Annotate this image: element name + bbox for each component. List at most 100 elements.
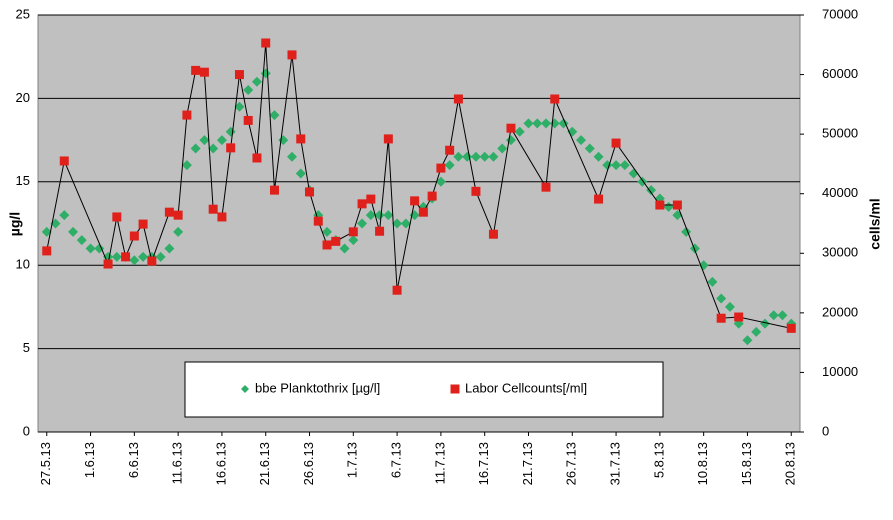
diamond-point bbox=[593, 151, 604, 162]
square-point bbox=[655, 200, 665, 210]
y-tick-label: 0 bbox=[23, 423, 30, 438]
square-point bbox=[296, 134, 306, 144]
diamond-point bbox=[383, 210, 394, 221]
diamond-point bbox=[251, 76, 262, 87]
diamond-point bbox=[164, 243, 175, 254]
y2-tick-label: 70000 bbox=[822, 6, 858, 21]
diamond-point bbox=[497, 143, 508, 154]
x-tick-label: 26.7.13 bbox=[564, 442, 579, 485]
diamond-point bbox=[138, 251, 149, 262]
square-point bbox=[410, 196, 420, 206]
square-point bbox=[357, 199, 367, 209]
square-point bbox=[234, 70, 244, 80]
y-axis-title: µg/l bbox=[7, 212, 23, 236]
diamond-point bbox=[541, 118, 551, 129]
x-tick-label: 10.8.13 bbox=[695, 442, 710, 485]
square-point bbox=[453, 94, 463, 104]
x-tick-label: 15.8.13 bbox=[739, 442, 754, 485]
x-tick-label: 26.6.13 bbox=[301, 442, 316, 485]
diamond-point bbox=[532, 118, 543, 129]
square-point bbox=[331, 236, 341, 246]
x-tick-label: 21.6.13 bbox=[257, 442, 272, 485]
square-point bbox=[506, 123, 516, 133]
square-point bbox=[348, 227, 358, 237]
diamond-point bbox=[742, 335, 753, 346]
y-tick-label: 20 bbox=[16, 90, 30, 105]
x-tick-label: 6.6.13 bbox=[126, 442, 141, 478]
diamond-point bbox=[646, 185, 657, 196]
diamond-point bbox=[365, 210, 376, 221]
square-point bbox=[138, 219, 148, 229]
diamond-point bbox=[576, 135, 587, 146]
diamond-point bbox=[287, 151, 297, 162]
y-tick-label: 5 bbox=[23, 340, 30, 355]
square-point bbox=[287, 50, 297, 60]
legend: bbe Planktothrix [µg/l] Labor Cellcounts[… bbox=[184, 361, 664, 418]
diamond-point bbox=[41, 226, 52, 237]
diamond-point bbox=[514, 126, 525, 137]
diamond-point bbox=[243, 85, 254, 96]
diamond-point bbox=[724, 301, 735, 312]
diamond-point bbox=[59, 210, 70, 221]
square-point bbox=[541, 182, 551, 192]
diamond-point bbox=[689, 243, 700, 254]
square-point bbox=[243, 115, 253, 125]
diamond-point bbox=[663, 201, 674, 212]
diamond-point bbox=[584, 143, 595, 154]
square-point bbox=[383, 134, 393, 144]
x-tick-label: 21.7.13 bbox=[520, 442, 535, 485]
square-point bbox=[182, 110, 192, 120]
y-tick-label: 10 bbox=[16, 257, 30, 272]
square-point bbox=[313, 216, 323, 226]
diamond-point bbox=[295, 168, 306, 179]
square-point bbox=[226, 143, 236, 153]
diamond-point bbox=[155, 251, 166, 262]
square-point bbox=[59, 156, 69, 166]
diamond-point bbox=[111, 251, 122, 262]
x-tick-label: 11.6.13 bbox=[170, 442, 185, 484]
diamond-point bbox=[470, 151, 481, 162]
square-point bbox=[173, 210, 183, 220]
diamond-point bbox=[523, 118, 534, 129]
diamond-point bbox=[488, 151, 499, 162]
diamond-point bbox=[190, 143, 201, 154]
x-tick-label: 20.8.13 bbox=[783, 442, 798, 485]
diamond-point bbox=[173, 226, 184, 237]
diamond-point bbox=[85, 243, 96, 254]
diamond-point bbox=[759, 318, 770, 329]
grid-layer: 0 5 10 15 20 25 0 10000 20000 30000 40000 50000 6000… bbox=[16, 6, 859, 485]
x-tick-label: 1.6.13 bbox=[82, 442, 97, 478]
square-point bbox=[129, 231, 139, 241]
diamond-point bbox=[199, 135, 210, 146]
square-point bbox=[305, 187, 315, 197]
diamond-point bbox=[716, 293, 727, 304]
diamond-point bbox=[611, 160, 622, 171]
square-point bbox=[594, 194, 604, 204]
diamond-point bbox=[768, 310, 779, 321]
diamond-point bbox=[76, 235, 87, 246]
square-point bbox=[147, 256, 157, 266]
square-point bbox=[191, 65, 201, 75]
legend-label: bbe Planktothrix [µg/l] bbox=[255, 380, 380, 395]
diamond-point bbox=[348, 235, 359, 246]
diamond-point bbox=[400, 218, 411, 229]
diamond-point bbox=[181, 160, 192, 171]
square-point bbox=[322, 240, 332, 250]
square-point bbox=[672, 200, 682, 210]
y2-tick-label: 0 bbox=[822, 423, 829, 438]
diamond-point bbox=[751, 326, 762, 337]
square-point bbox=[471, 186, 481, 196]
diamond-point bbox=[208, 143, 219, 154]
y2-axis-title: cells/ml bbox=[867, 198, 883, 249]
x-tick-label: 1.7.13 bbox=[345, 442, 360, 478]
diamond-point bbox=[225, 126, 236, 137]
diamond-point bbox=[129, 255, 140, 266]
diamond-point bbox=[216, 135, 227, 146]
square-point bbox=[716, 313, 726, 323]
square-point bbox=[269, 185, 279, 195]
square-point bbox=[121, 252, 131, 262]
y-tick-label: 15 bbox=[16, 173, 30, 188]
square-point bbox=[488, 229, 498, 239]
square-point bbox=[734, 312, 744, 322]
